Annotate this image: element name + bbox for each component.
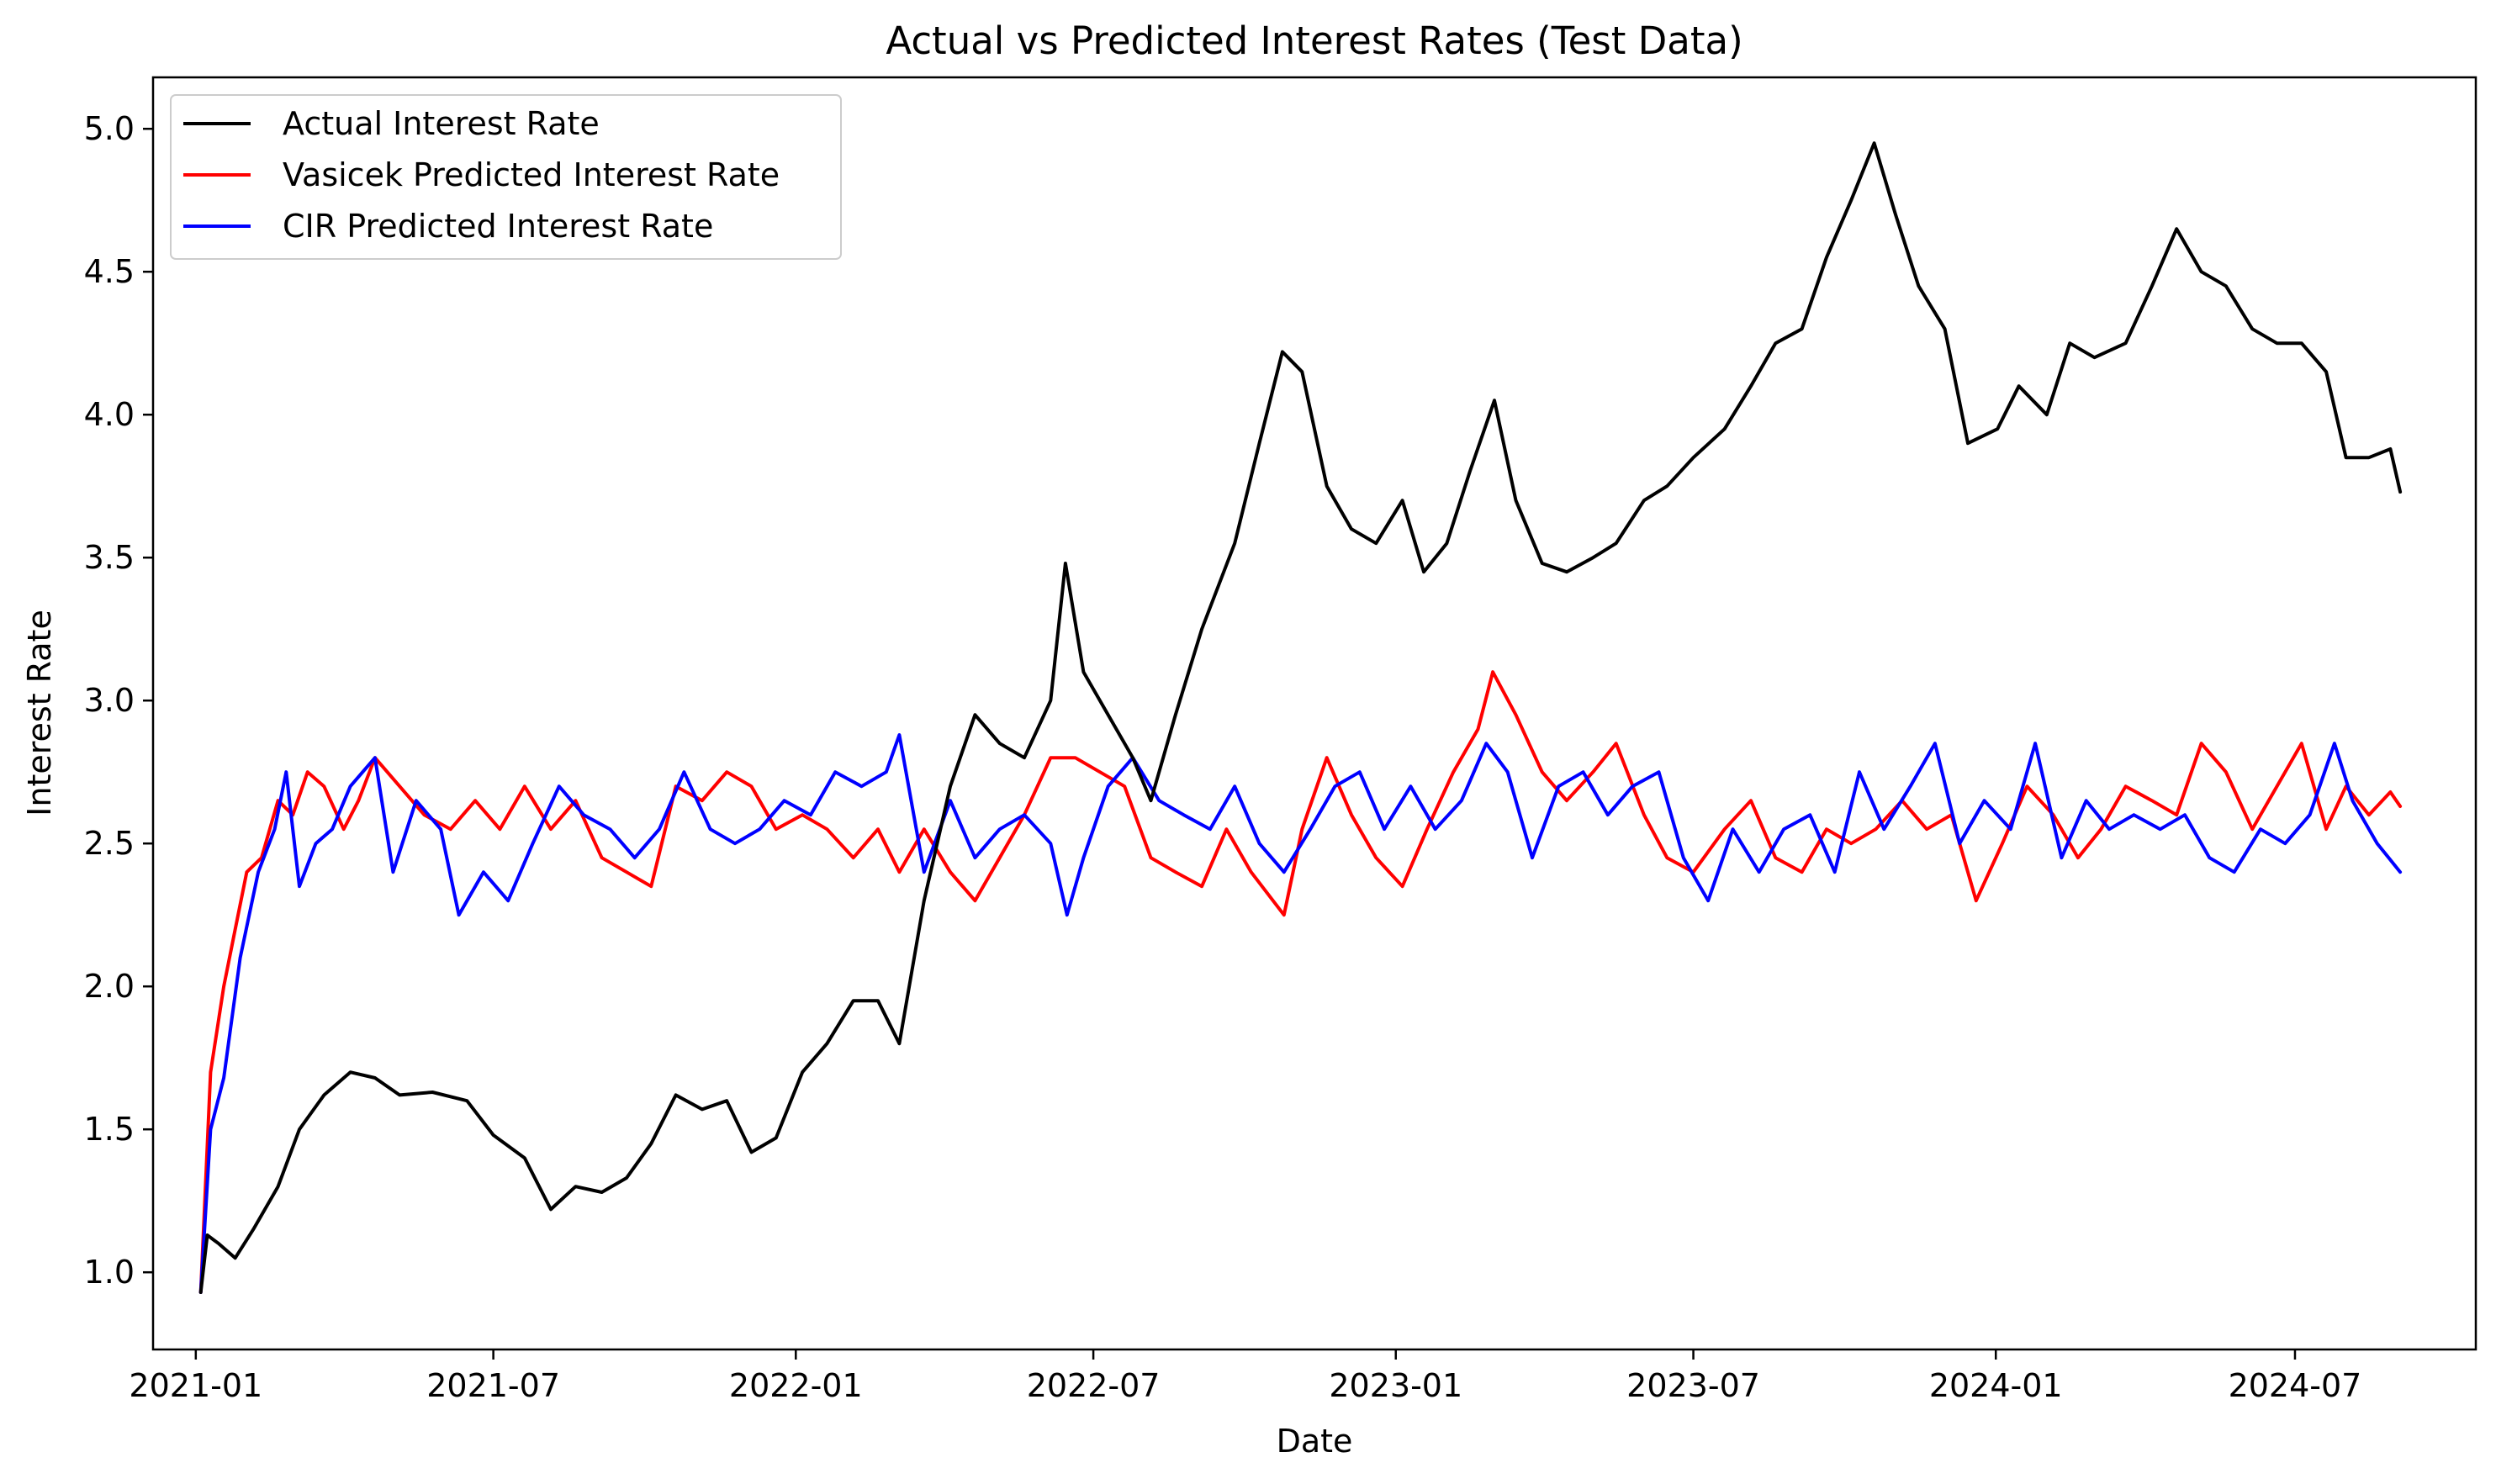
y-tick-label: 2.0 — [84, 968, 135, 1005]
x-tick-label: 2021-07 — [426, 1367, 560, 1404]
y-axis: 1.0 1.5 2.0 2.5 3.0 3.5 4.0 4.5 5.0 — [84, 110, 153, 1291]
y-tick-label: 3.5 — [84, 539, 135, 576]
y-axis-title: Interest Rate — [21, 610, 58, 816]
y-tick-label: 3.0 — [84, 682, 135, 719]
y-tick-label: 4.0 — [84, 396, 135, 433]
series-layer — [198, 141, 2403, 1294]
x-tick-label: 2023-07 — [1626, 1367, 1760, 1404]
chart-title: Actual vs Predicted Interest Rates (Test… — [886, 18, 1742, 63]
series-line-actual — [198, 141, 2403, 1294]
legend-label-vasicek: Vasicek Predicted Interest Rate — [283, 156, 780, 193]
x-tick-label: 2022-07 — [1027, 1367, 1161, 1404]
y-tick-label: 2.5 — [84, 825, 135, 862]
x-tick-label: 2022-01 — [729, 1367, 863, 1404]
series-line-cir — [198, 733, 2403, 1294]
legend-label-actual: Actual Interest Rate — [283, 105, 600, 142]
legend: Actual Interest Rate Vasicek Predicted I… — [170, 94, 842, 260]
x-axis-title: Date — [1277, 1423, 1353, 1460]
y-tick-label: 1.5 — [84, 1111, 135, 1148]
x-tick-label: 2024-07 — [2229, 1367, 2362, 1404]
y-tick-label: 4.5 — [84, 253, 135, 290]
x-tick-label: 2021-01 — [129, 1367, 262, 1404]
legend-label-cir: CIR Predicted Interest Rate — [283, 208, 713, 245]
x-tick-label: 2024-01 — [1929, 1367, 2063, 1404]
legend-box — [170, 94, 842, 260]
y-tick-label: 1.0 — [84, 1254, 135, 1291]
y-tick-label: 5.0 — [84, 110, 135, 147]
x-tick-label: 2023-01 — [1329, 1367, 1462, 1404]
plot-frame — [151, 76, 2477, 1351]
x-axis: 2021-01 2021-07 2022-01 2022-07 2023-01 2023-… — [129, 1349, 2361, 1404]
series-line-vasicek — [198, 670, 2403, 1294]
